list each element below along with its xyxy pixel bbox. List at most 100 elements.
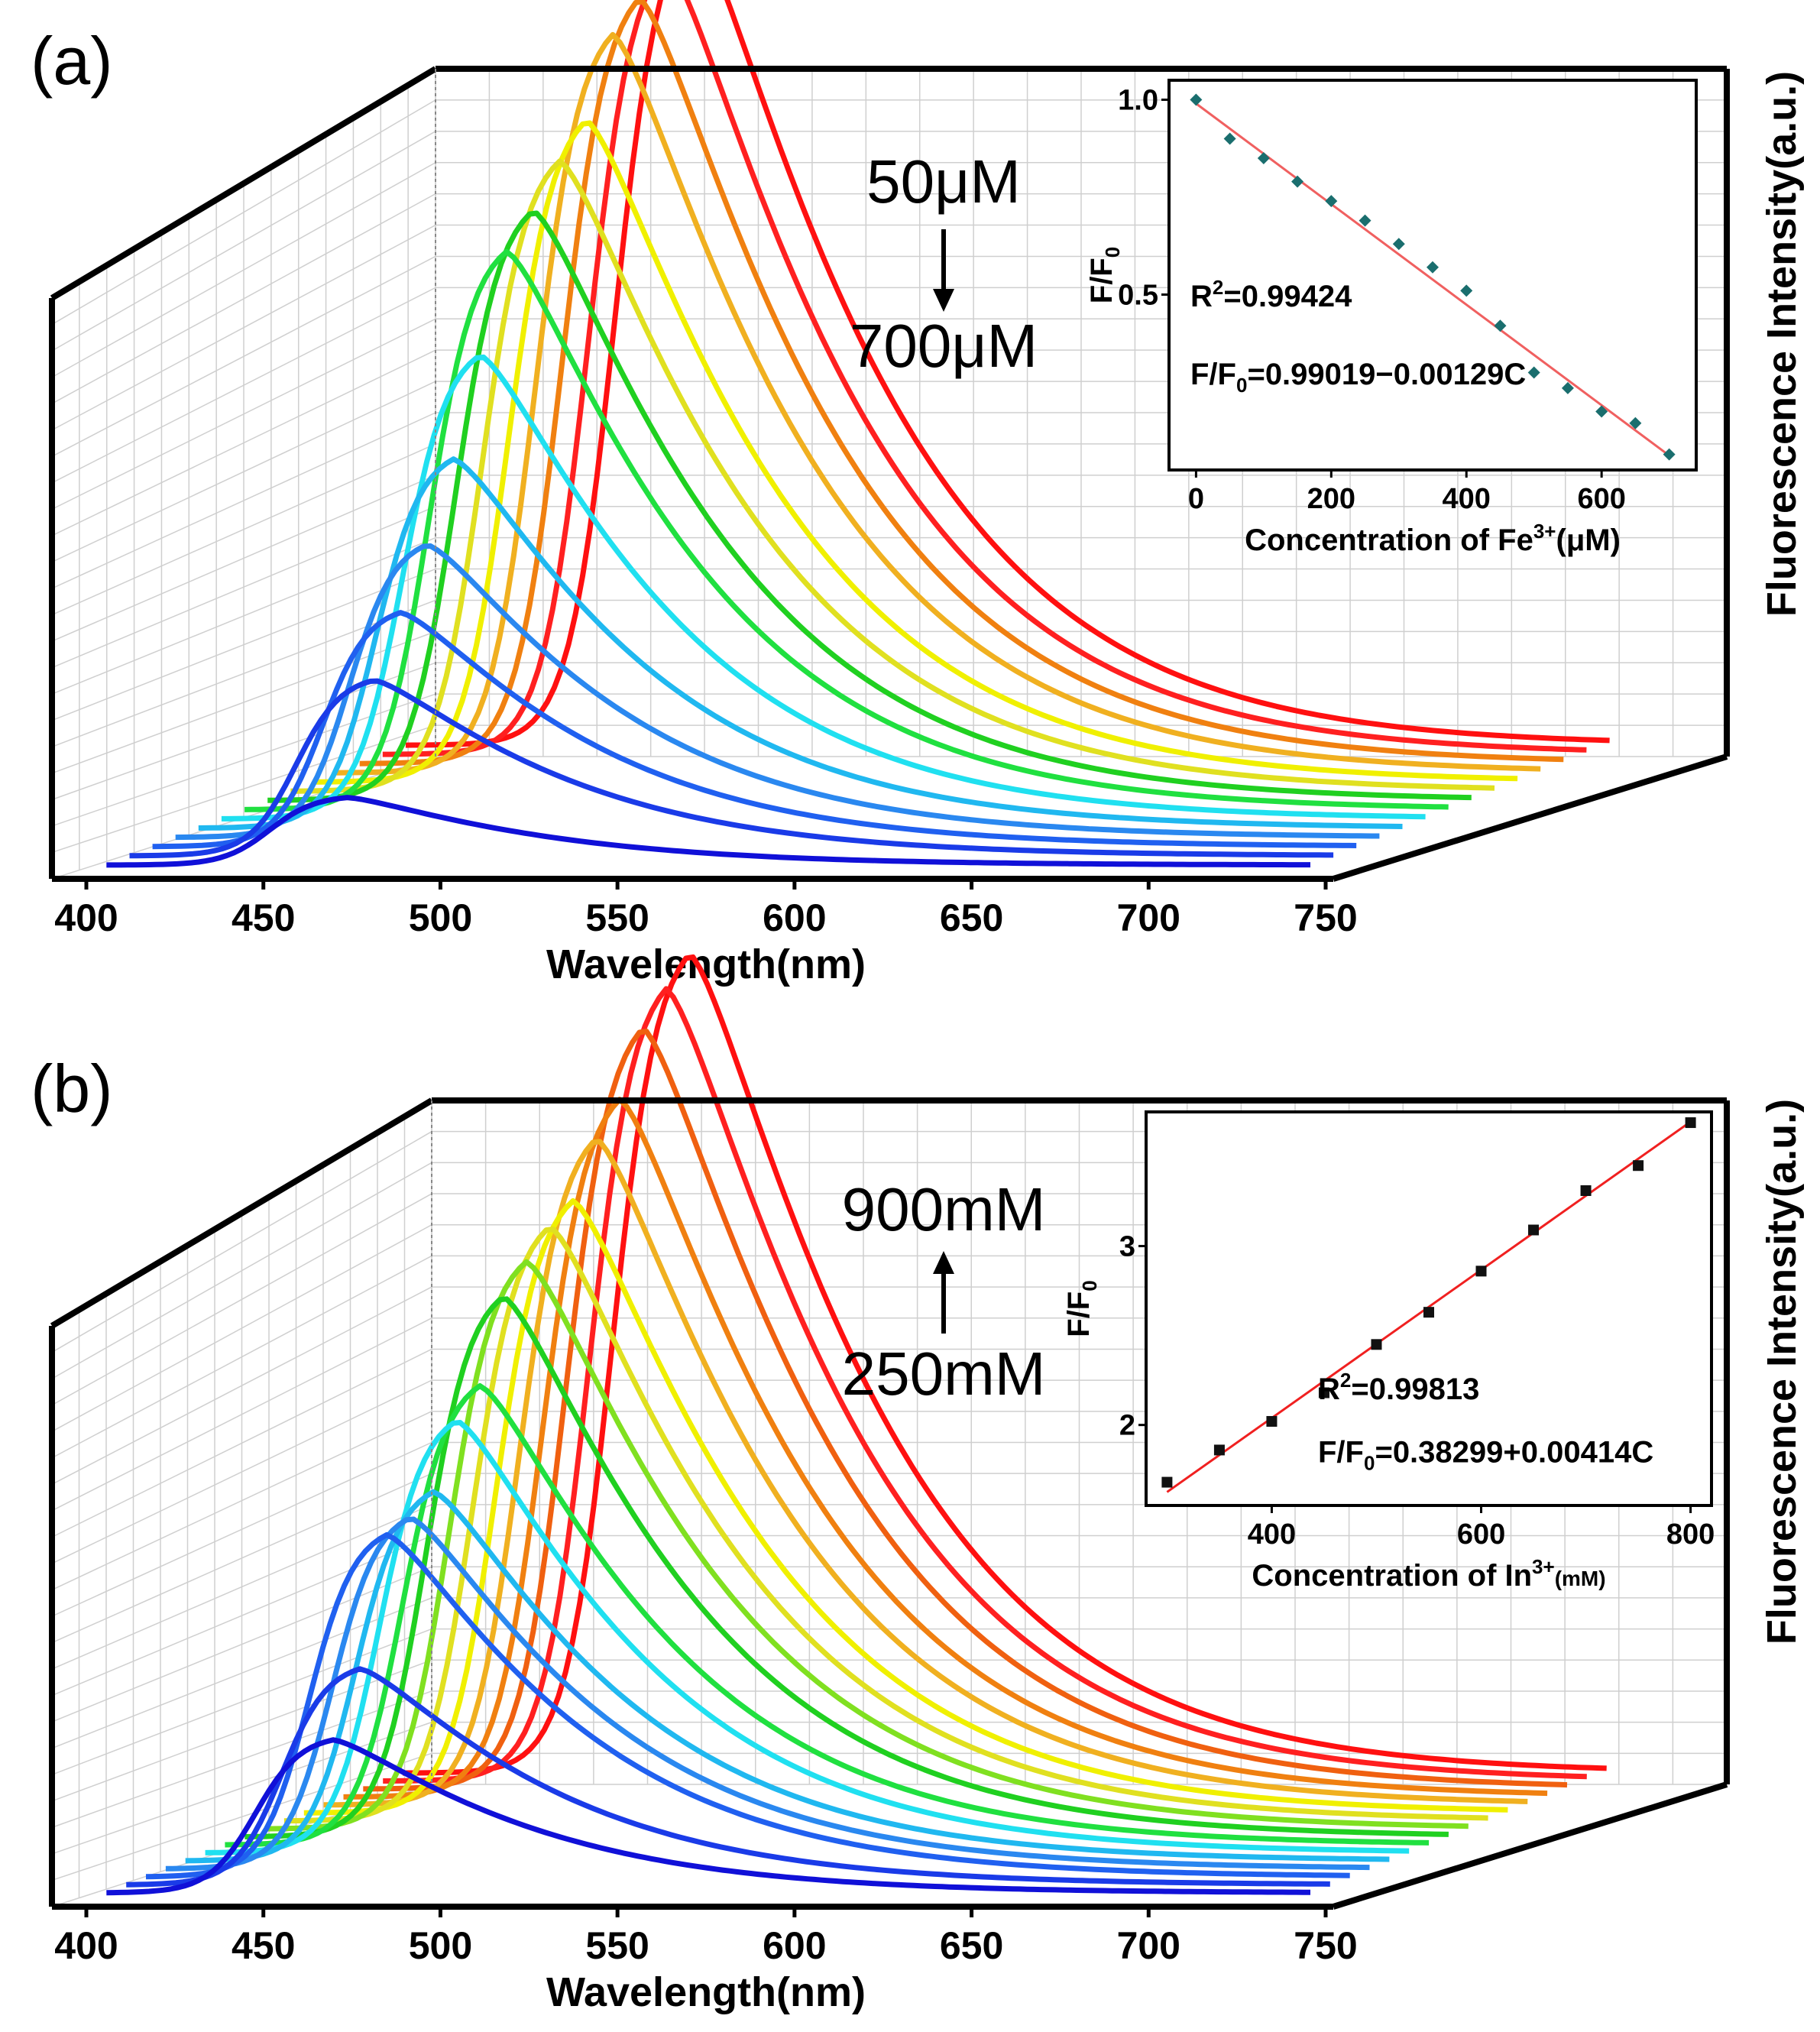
spectrum-series	[126, 1666, 1330, 1888]
arrow-head	[933, 1251, 954, 1274]
data-point	[1223, 132, 1236, 145]
spectrum-series	[245, 248, 1449, 812]
data-point	[1460, 284, 1473, 297]
x-tick-label: 550	[585, 1924, 649, 1967]
data-point	[1257, 152, 1270, 164]
data-point	[1528, 1224, 1540, 1236]
x-tick-label: 400	[54, 1924, 118, 1967]
grid-line	[51, 1566, 432, 1723]
inset-y-tick-label: 3	[1119, 1231, 1135, 1263]
frame-edge	[1332, 1781, 1728, 1910]
data-point	[1595, 405, 1608, 418]
inset-frame	[1167, 79, 1698, 472]
grid-line	[51, 1286, 432, 1485]
x-axis-title: Wavelength(nm)	[546, 1969, 866, 2015]
inset-y-axis-title: F/F0	[1085, 247, 1124, 303]
data-point	[1213, 1444, 1225, 1456]
grid-line	[51, 287, 436, 484]
inset-chart: 400 600 800 2 3 Concentration of In3+(mM) F/F0…	[1062, 1110, 1715, 1593]
panel-a: 400 450 500 550 600 650 700 750Wavelength(nm)(a…	[31, 0, 1805, 987]
panel-b: 400 450 500 550 600 650 700 750 Wavelength(nm) (b…	[31, 954, 1805, 2015]
x-tick-label: 650	[940, 1924, 1003, 1967]
data-point	[1633, 1160, 1644, 1172]
x-tick-label: 700	[1117, 896, 1180, 939]
grid-line	[51, 1348, 432, 1538]
frame-edge	[50, 66, 438, 301]
spectrum-series	[221, 354, 1426, 822]
grid-line	[51, 318, 436, 510]
inset-y-tick-label: 1.0	[1118, 85, 1158, 117]
inset-x-tick-label: 200	[1307, 483, 1355, 515]
spectrum-series	[264, 1259, 1469, 1832]
spectrum-series	[175, 543, 1380, 841]
grid-line	[51, 131, 436, 352]
x-tick-label: 750	[1294, 1924, 1357, 1967]
panel-label: (a)	[31, 23, 113, 99]
inset-r2-text: R2=0.99424	[1190, 276, 1352, 313]
data-point	[1392, 238, 1405, 251]
spectrum-series	[405, 0, 1610, 748]
spectrum-series	[106, 795, 1310, 868]
spectrum-series	[303, 1197, 1508, 1816]
spectrum-series	[152, 610, 1357, 850]
grid-line	[51, 506, 436, 669]
spectrum-series	[198, 456, 1403, 831]
inset-x-tick-label: 400	[1248, 1518, 1296, 1551]
data-point	[1427, 261, 1439, 274]
inset-x-tick-label: 600	[1457, 1518, 1505, 1551]
spectrum-series	[383, 986, 1587, 1784]
spectrum-series	[402, 954, 1607, 1776]
x-axis-ticks: 400 450 500 550 600 650 700 750	[54, 879, 1358, 939]
grid-line	[51, 662, 436, 801]
spectrum-series	[205, 1420, 1410, 1855]
grid-line	[51, 1224, 432, 1432]
spectrum-series	[290, 158, 1495, 794]
grid-line	[51, 724, 436, 854]
grid-line	[51, 381, 436, 563]
spectrum-series	[145, 1531, 1350, 1880]
grid-line	[51, 162, 436, 378]
x-tick-label: 600	[763, 896, 826, 939]
data-point	[1629, 416, 1642, 429]
grid-line	[51, 1131, 432, 1353]
inset-x-tick-label: 400	[1443, 483, 1491, 515]
x-tick-label: 600	[763, 1924, 826, 1967]
data-point	[1475, 1266, 1487, 1277]
inset-x-axis-title: Concentration of In3+(mM)	[1252, 1555, 1605, 1593]
inset-y-tick-label: 2	[1119, 1410, 1135, 1442]
inset-chart: 0 200 400 600 0.5 1.0 Concentration of Fe3+(μM…	[1085, 79, 1698, 557]
spectrum-series	[267, 210, 1472, 803]
inset-equation-text: F/F0=0.99019−0.00129C	[1190, 358, 1526, 397]
fit-line	[1166, 1120, 1692, 1493]
spectrum-series	[245, 1296, 1449, 1839]
x-axis-ticks: 400 450 500 550 600 650 700 750	[54, 1907, 1358, 1967]
grid-line	[51, 99, 436, 326]
spectrum-series	[343, 1097, 1548, 1800]
grid-line	[51, 1193, 432, 1406]
x-tick-label: 750	[1294, 896, 1357, 939]
data-point	[1685, 1117, 1696, 1129]
spectra-curves	[106, 0, 1610, 868]
grid-line	[51, 536, 436, 695]
spectrum-series	[336, 31, 1541, 776]
grid-line	[51, 349, 436, 536]
frame-edge	[1332, 753, 1728, 882]
data-point	[1371, 1339, 1382, 1350]
grid-line	[51, 1411, 432, 1591]
data-point	[1359, 214, 1371, 227]
inset-y-axis-title: F/F0	[1062, 1280, 1101, 1337]
spectrum-series	[185, 1489, 1390, 1864]
inset-x-axis-title: Concentration of Fe3+(μM)	[1245, 520, 1621, 557]
spectrum-series	[359, 0, 1564, 766]
x-tick-label: 450	[232, 896, 295, 939]
grid-line	[51, 412, 436, 589]
fit-line	[1195, 102, 1670, 457]
data-point	[1663, 448, 1676, 461]
spectrum-series	[283, 1227, 1488, 1824]
data-point	[1291, 175, 1304, 188]
x-tick-label: 500	[409, 1924, 472, 1967]
spectrum-series	[165, 1516, 1370, 1872]
grid-line	[51, 1441, 432, 1617]
grid-line	[51, 1317, 432, 1512]
